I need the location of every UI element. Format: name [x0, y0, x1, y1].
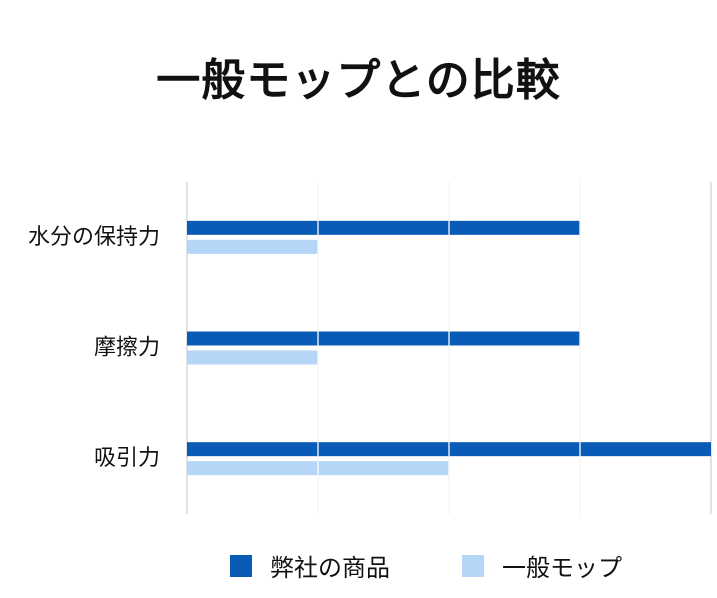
bars — [187, 182, 711, 514]
chart-title: 一般モップとの比較 — [156, 55, 561, 106]
bar-1-2 — [187, 331, 580, 346]
legend-label-series-1: 弊社の商品 — [270, 554, 390, 582]
legend-swatch-series-1 — [230, 554, 252, 577]
legend-item-series-2: 一般モップ — [462, 548, 622, 583]
bar-2-1 — [187, 239, 318, 254]
category-label: 摩擦力 — [94, 336, 160, 361]
bar-1-1 — [187, 220, 580, 235]
bar-2-2 — [187, 350, 318, 365]
legend: 弊社の商品 一般モップ — [0, 548, 717, 583]
category-label: 水分の保持力 — [28, 225, 160, 250]
legend-item-series-1: 弊社の商品 — [230, 548, 390, 583]
legend-label-series-2: 一般モップ — [502, 554, 622, 582]
category-label: 吸引力 — [94, 446, 160, 471]
legend-swatch-series-2 — [462, 554, 484, 577]
